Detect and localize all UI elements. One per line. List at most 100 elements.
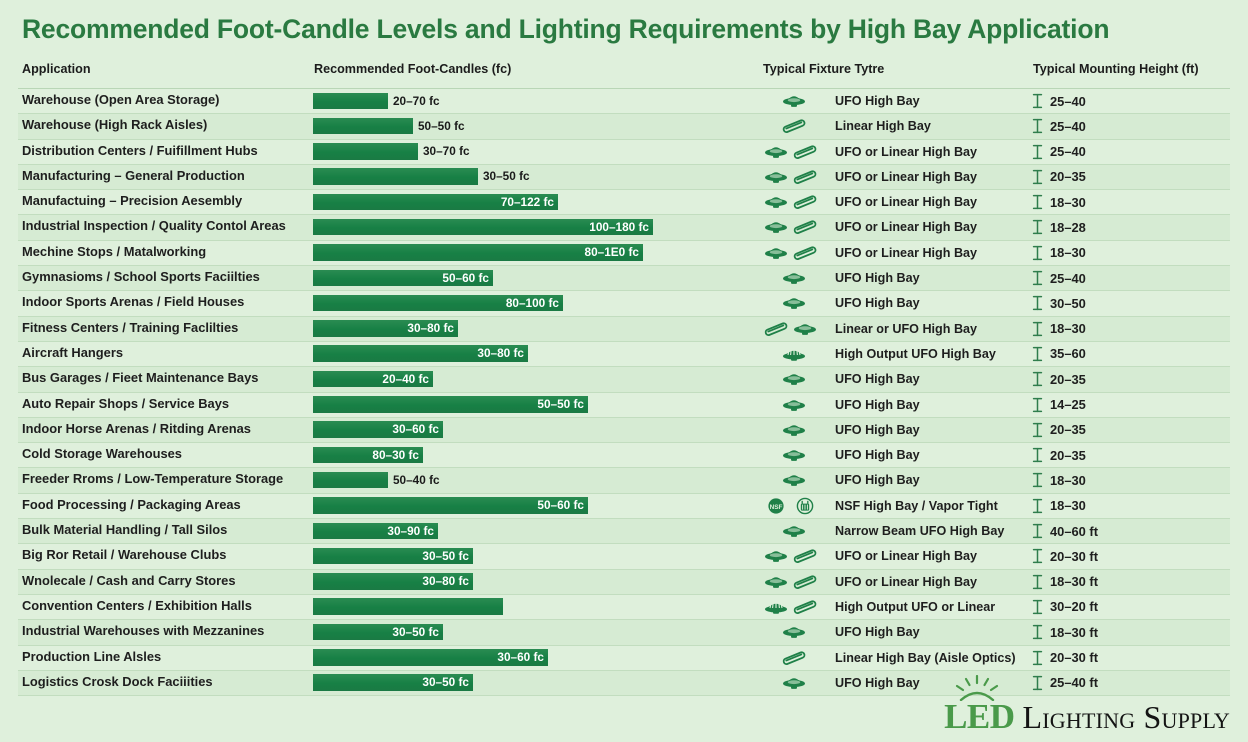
ufo-high-bay-icon: [783, 273, 805, 284]
mounting-height-label: 18–30: [1050, 472, 1086, 488]
foot-candle-value-label: 30–50 fc: [422, 675, 469, 690]
fixture-type-label: High Output UFO High Bay: [835, 346, 996, 361]
foot-candle-bar: [313, 345, 528, 362]
mounting-height-label: 20–35: [1050, 422, 1086, 438]
foot-candle-bar: [313, 421, 443, 438]
table-row: Convention Centers / Exhibition Halls Hig…: [18, 595, 1230, 621]
svg-text:NSF: NSF: [770, 504, 783, 511]
ufo-high-bay-icon: [765, 222, 787, 234]
fixture-icon-group: NSF: [763, 496, 825, 516]
fixture-type-label: UFO High Bay: [835, 625, 920, 640]
mounting-height-icon: [1032, 245, 1043, 260]
mounting-height-cell: 18–30: [1032, 470, 1086, 490]
application-name: Industrial Warehouses with Mezzanines: [22, 623, 265, 639]
mounting-height-icon: [1032, 144, 1043, 159]
foot-candle-bar-cell: 30–80 fc: [313, 573, 763, 590]
brand-logo: LED Lighting Supply: [944, 675, 1230, 734]
high-output-ufo-icon: [765, 601, 787, 614]
foot-candle-bar-cell: 50–50 fc: [313, 396, 763, 413]
foot-candle-value-label: 20–40 fc: [382, 371, 429, 386]
application-name: Manufacturing – General Production: [22, 167, 245, 183]
application-name: Mechine Stops / Matalworking: [22, 243, 207, 259]
fixture-type-label: High Output UFO or Linear: [835, 599, 996, 614]
mounting-height-label: 25–40: [1050, 93, 1086, 109]
mounting-height-icon: [1032, 296, 1043, 311]
fixture-type-cell: NSF NSF High Bay / Vapor Tight: [763, 496, 998, 516]
fixture-icon-group: [763, 395, 825, 415]
foot-candle-value-label: 30–80 fc: [407, 321, 454, 336]
linear-high-bay-icon: [782, 650, 806, 665]
foot-candle-value-label: 30–90 fc: [387, 523, 434, 538]
mounting-height-label: 20–35: [1050, 447, 1086, 463]
mounting-height-icon: [1032, 549, 1043, 564]
application-name: Indoor Sports Arenas / Field Houses: [22, 294, 245, 310]
foot-candle-bar-cell: 20–70 fc: [313, 92, 763, 109]
mounting-height-label: 18–30: [1050, 498, 1086, 514]
foot-candle-value-label: 80–30 fc: [372, 447, 419, 462]
mounting-height-icon: [1032, 397, 1043, 412]
ufo-high-bay-icon: [765, 197, 787, 209]
vapor-tight-icon: [796, 497, 814, 515]
mounting-height-cell: 30–20 ft: [1032, 597, 1098, 617]
mounting-height-cell: 14–25: [1032, 395, 1086, 415]
mounting-height-icon: [1032, 625, 1043, 640]
foot-candle-value-label: 50–60 fc: [442, 270, 489, 285]
mounting-height-icon: [1032, 599, 1043, 615]
foot-candle-bar: [313, 370, 433, 388]
fixture-type-cell: UFO High Bay: [763, 268, 920, 288]
fixture-type-label: UFO or Linear High Bay: [835, 574, 978, 589]
foot-candle-value-label: 50–50 fc: [418, 118, 465, 133]
table-row: Bus Garages / Fieet Maintenance Bays 20–4…: [18, 367, 1230, 393]
mounting-height-icon: [1032, 346, 1043, 362]
foot-candle-bar-cell: 50–50 fc: [313, 117, 763, 135]
foot-candle-bar-cell: [313, 598, 763, 615]
foot-candle-bar: [313, 320, 458, 337]
mounting-height-label: 35–60: [1050, 346, 1086, 362]
mounting-height-cell: 35–60: [1032, 344, 1086, 364]
linear-high-bay-icon: [793, 220, 817, 235]
fixture-type-label: UFO or Linear High Bay: [835, 549, 978, 564]
foot-candle-bar-cell: 70–122 fc: [313, 193, 763, 211]
lightbulb-icon: [950, 675, 1004, 701]
table-row: Auto Repair Shops / Service Bays 50–50 fc…: [18, 393, 1230, 418]
fixture-type-cell: UFO or Linear High Bay: [763, 167, 977, 187]
table-row: Warehouse (Open Area Storage) 20–70 fc UFO…: [18, 89, 1230, 115]
table-row: Aircraft Hangers 30–80 fc High Output UFO …: [18, 342, 1230, 368]
fixture-type-cell: UFO High Bay: [763, 293, 920, 313]
table-row: Mechine Stops / Matalworking 80–1E0 fc UFO…: [18, 241, 1230, 267]
foot-candle-bar-cell: 50–60 fc: [313, 269, 763, 287]
foot-candle-bar-cell: 30–50 fc: [313, 547, 763, 565]
foot-candle-value-label: 50–40 fc: [393, 472, 440, 487]
fixture-type-label: UFO High Bay: [835, 422, 920, 437]
ufo-high-bay-icon: [765, 146, 787, 158]
mounting-height-cell: 20–30 ft: [1032, 648, 1098, 668]
fixture-type-cell: UFO High Bay: [763, 369, 920, 389]
fixture-type-label: UFO High Bay: [835, 473, 920, 488]
application-name: Gymnasioms / School Sports Faciilties: [22, 269, 260, 285]
mounting-height-cell: 25–40: [1032, 268, 1086, 288]
linear-high-bay-icon: [793, 549, 817, 564]
foot-candle-value-label: 30–60 fc: [497, 650, 544, 665]
fixture-type-cell: UFO or Linear High Bay: [763, 142, 977, 162]
mounting-height-label: 18–30 ft: [1050, 624, 1099, 640]
fixture-type-label: UFO or Linear High Bay: [835, 220, 978, 235]
table-row: Manufacturing – General Production 30–50 …: [18, 164, 1230, 191]
foot-candle-bar: [313, 471, 388, 489]
ufo-high-bay-icon: [783, 450, 805, 462]
mounting-height-icon: [1032, 93, 1043, 109]
fixture-icon-group: [763, 546, 825, 566]
mounting-height-label: 25–40: [1050, 118, 1086, 134]
fixture-type-cell: Linear High Bay (Aisle Optics): [763, 648, 1016, 668]
mounting-height-label: 20–30 ft: [1050, 548, 1099, 564]
ufo-high-bay-icon: [783, 526, 805, 537]
foot-candle-bar: [313, 674, 473, 691]
application-name: Big Ror Retail / Warehouse Clubs: [22, 547, 227, 563]
foot-candle-bar-cell: 80–1E0 fc: [313, 244, 763, 261]
foot-candle-value-label: 30–80 fc: [422, 574, 469, 589]
foot-candle-bar: [313, 117, 413, 135]
fixture-type-label: UFO or Linear High Bay: [835, 195, 978, 210]
table-row: Manufactuing – Precision Aesembly 70–122 …: [18, 190, 1230, 216]
mounting-height-cell: 18–30: [1032, 192, 1086, 212]
table-row: Logistics Crosk Dock Faciiities 30–50 fc U…: [18, 670, 1230, 697]
